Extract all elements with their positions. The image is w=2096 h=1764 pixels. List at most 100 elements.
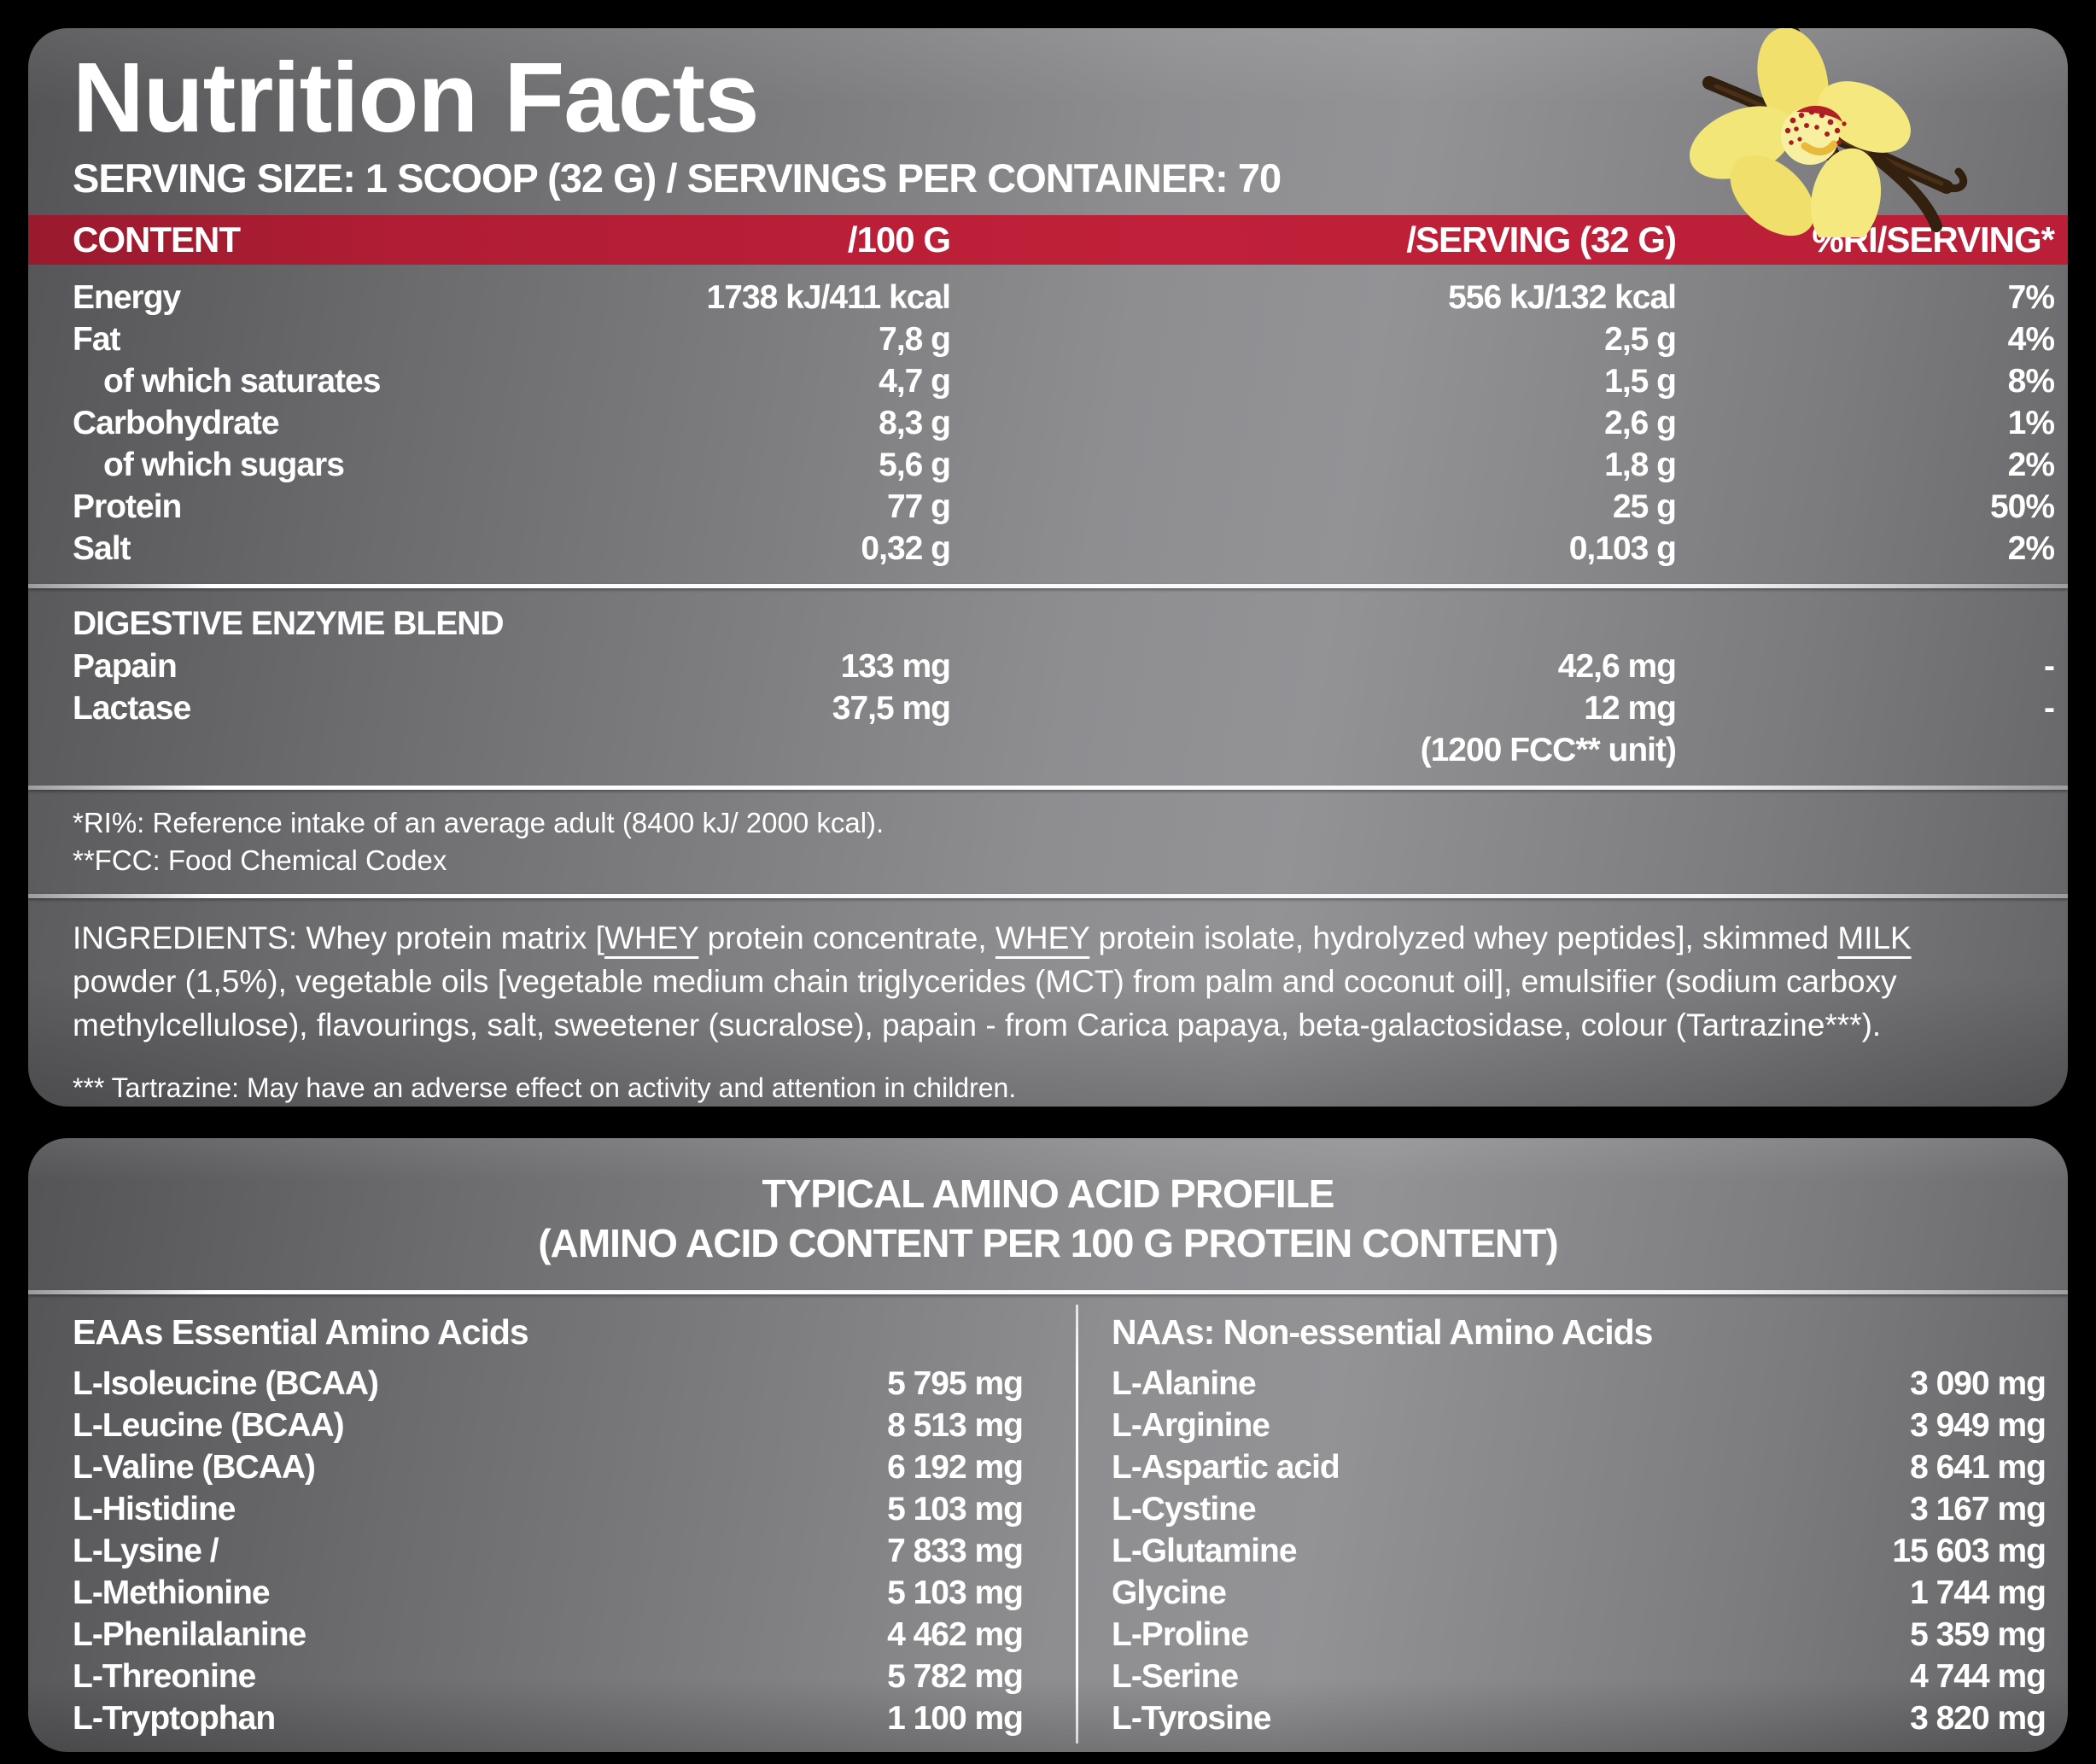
amino-name: L-Aspartic acid (1112, 1449, 1340, 1486)
nutrient-serving: 0,103 g (1568, 530, 1677, 567)
nutrient-ri: 7% (2007, 279, 2055, 316)
amino-row: L-Tyrosine 3 820 mg (1112, 1697, 2046, 1739)
amino-name: L-Proline (1112, 1616, 1249, 1653)
amino-value: 5 103 mg (887, 1491, 1024, 1527)
amino-title-line1: TYPICAL AMINO ACID PROFILE (762, 1171, 1335, 1216)
nutrient-ri: 2% (2007, 447, 2055, 483)
naa-header: NAAs: Non-essential Amino Acids (1112, 1312, 1653, 1352)
amino-name: L-Threonine (73, 1658, 256, 1695)
amino-value: 3 820 mg (1910, 1700, 2046, 1737)
amino-name: L-Serine (1112, 1658, 1239, 1695)
spacer (506, 729, 950, 771)
amino-row: L-Valine (BCAA) 6 192 mg (73, 1446, 1024, 1488)
amino-row: L-Alanine 3 090 mg (1112, 1363, 2046, 1405)
amino-name: L-Leucine (BCAA) (73, 1407, 345, 1444)
eaa-column: EAAs Essential Amino Acids L-Isoleucine … (28, 1294, 1077, 1752)
eaa-header: EAAs Essential Amino Acids (73, 1312, 529, 1352)
footnote-line: **FCC: Food Chemical Codex (73, 844, 447, 876)
amino-value: 7 833 mg (887, 1533, 1024, 1569)
nutrient-serving: 1,8 g (1604, 447, 1677, 483)
nutrient-name: Fat (73, 321, 121, 358)
ingredients-text: INGREDIENTS: Whey protein matrix [ (73, 920, 604, 955)
amino-name: L-Cystine (1112, 1491, 1257, 1527)
amino-row: L-Arginine 3 949 mg (1112, 1405, 2046, 1446)
amino-name: L-Alanine (1112, 1365, 1257, 1402)
naa-rows: L-Alanine 3 090 mg L-Arginine 3 949 mg L-Asp… (1112, 1363, 2046, 1739)
amino-value: 1 100 mg (887, 1700, 1024, 1737)
amino-row: L-Methionine 5 103 mg (73, 1572, 1024, 1614)
nutrient-name: Energy (73, 279, 181, 316)
divider-line (28, 1290, 2068, 1294)
nutrient-per100: 77 g (886, 488, 951, 525)
amino-row: L-Isoleucine (BCAA) 5 795 mg (73, 1363, 1024, 1405)
eaa-rows: L-Isoleucine (BCAA) 5 795 mg L-Leucine (BC… (73, 1363, 1024, 1739)
amino-value: 3 167 mg (1910, 1491, 2046, 1527)
amino-name: L-Valine (BCAA) (73, 1449, 316, 1486)
enzyme-name: Lactase (73, 690, 191, 727)
enzyme-row: Papain 133 mg 42,6 mg - (28, 645, 2068, 687)
vanilla-flower (1689, 28, 1911, 237)
ingredients-text: protein isolate, hydrolyzed whey peptide… (1089, 920, 1838, 955)
nutrient-per100: 8,3 g (879, 405, 951, 441)
amino-value: 5 103 mg (887, 1574, 1024, 1611)
amino-value: 5 782 mg (887, 1658, 1024, 1695)
amino-row: L-Lysine / 7 833 mg (73, 1530, 1024, 1572)
vanilla-flower-image (1689, 28, 1968, 237)
amino-name: L-Tyrosine (1112, 1700, 1271, 1737)
amino-name: L-Glutamine (1112, 1533, 1298, 1569)
amino-name: L-Methionine (73, 1574, 271, 1611)
nutrient-name: of which sugars (103, 447, 345, 483)
amino-value: 8 641 mg (1910, 1449, 2046, 1486)
nutrient-ri: 8% (2007, 363, 2055, 400)
nutrient-ri: 4% (2007, 321, 2055, 358)
footnote-line: *RI%: Reference intake of an average adu… (73, 807, 885, 838)
nutrient-ri: 50% (1989, 488, 2055, 525)
nutrient-ri: 1% (2007, 405, 2055, 441)
nutrient-per100: 5,6 g (879, 447, 951, 483)
nutrient-row: of which saturates 4,7 g 1,5 g 8% (28, 360, 2068, 402)
nutrient-row: Protein 77 g 25 g 50% (28, 486, 2068, 528)
nutrient-name: Salt (73, 530, 131, 567)
serving-size-line: SERVING SIZE: 1 SCOOP (32 G) / SERVINGS … (73, 155, 1282, 201)
nutrient-serving: 556 kJ/132 kcal (1448, 279, 1677, 316)
amino-row: L-Proline 5 359 mg (1112, 1614, 2046, 1656)
amino-row: L-Tryptophan 1 100 mg (73, 1697, 1024, 1739)
enzyme-name: Papain (73, 648, 178, 685)
amino-value: 5 795 mg (887, 1365, 1024, 1402)
nutrient-per100: 7,8 g (879, 321, 951, 358)
column-header-per100: /100 G (847, 219, 951, 260)
amino-value: 5 359 mg (1910, 1616, 2046, 1653)
divider-line (28, 584, 2068, 588)
enzyme-per100: 133 mg (840, 648, 951, 685)
enzyme-note-row: (1200 FCC** unit) (28, 729, 2068, 771)
nutrient-row: of which sugars 5,6 g 1,8 g 2% (28, 444, 2068, 486)
amino-name: L-Arginine (1112, 1407, 1270, 1444)
ingredients-paragraph: INGREDIENTS: Whey protein matrix [WHEY p… (28, 913, 2068, 1047)
nutrition-facts-panel: Nutrition Facts SERVING SIZE: 1 SCOOP (3… (28, 28, 2068, 1107)
enzyme-ri: - (2044, 690, 2055, 727)
allergen-underlined: MILK (1837, 920, 1912, 955)
nutrient-per100: 1738 kJ/411 kcal (706, 279, 951, 316)
amino-value: 4 462 mg (887, 1616, 1024, 1653)
spacer (28, 729, 506, 771)
amino-name: Glycine (1112, 1574, 1227, 1611)
amino-row: L-Cystine 3 167 mg (1112, 1488, 2046, 1530)
nutrient-name: Carbohydrate (73, 405, 280, 441)
enzyme-serving: 42,6 mg (1557, 648, 1677, 685)
amino-value: 3 090 mg (1910, 1365, 2046, 1402)
enzyme-blend-header: DIGESTIVE ENZYME BLEND (73, 605, 505, 642)
amino-name: L-Isoleucine (BCAA) (73, 1365, 379, 1402)
amino-name: L-Tryptophan (73, 1700, 276, 1737)
nutrient-row: Salt 0,32 g 0,103 g 2% (28, 528, 2068, 570)
amino-row: L-Aspartic acid 8 641 mg (1112, 1446, 2046, 1488)
amino-acid-panel: TYPICAL AMINO ACID PROFILE (AMINO ACID C… (28, 1138, 2068, 1752)
tartrazine-note: *** Tartrazine: May have an adverse effe… (73, 1072, 1017, 1103)
amino-name: L-Lysine / (73, 1533, 219, 1569)
fcc-unit-note: (1200 FCC** unit) (1420, 732, 1677, 768)
page-title: Nutrition Facts (73, 42, 759, 153)
nutrient-serving: 2,5 g (1604, 321, 1677, 358)
nutrient-per100: 4,7 g (879, 363, 951, 400)
naa-column: NAAs: Non-essential Amino Acids L-Alanin… (1077, 1294, 2068, 1752)
enzyme-serving: 12 mg (1584, 690, 1677, 727)
